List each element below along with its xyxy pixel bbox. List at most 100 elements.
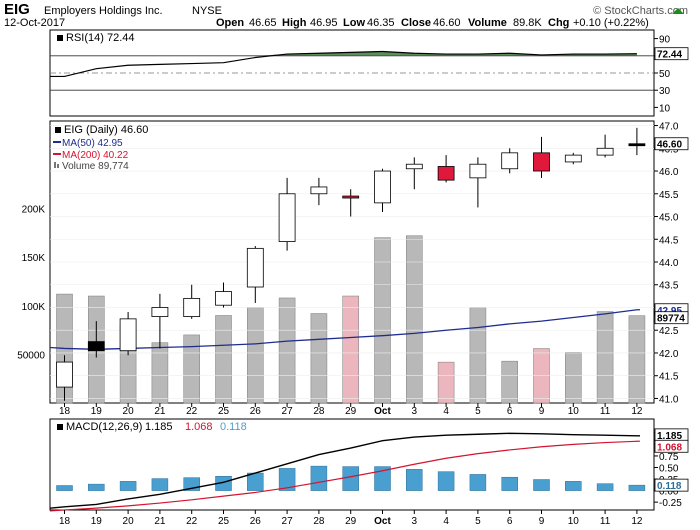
rsi-layer: 907050301072.44 bbox=[50, 35, 689, 114]
volume-bar bbox=[310, 313, 328, 404]
exchange-name: NYSE bbox=[192, 5, 222, 17]
open-label: Open bbox=[216, 17, 244, 29]
candle-body bbox=[596, 147, 614, 156]
volume-label: Volume bbox=[468, 17, 507, 29]
chg-label: Chg bbox=[548, 17, 569, 29]
x-tick-label-bottom: 28 bbox=[313, 516, 325, 527]
price-tick-label: 42.5 bbox=[659, 326, 679, 337]
volume-bar bbox=[501, 360, 519, 404]
macd-histogram-bar bbox=[278, 468, 296, 491]
x-tick-label-top: 12 bbox=[631, 406, 643, 417]
candle-body bbox=[278, 193, 296, 242]
macd-histogram-bar bbox=[533, 479, 550, 491]
x-tick-label-bottom: 21 bbox=[154, 516, 166, 527]
rsi-tick-label: 30 bbox=[659, 86, 671, 97]
price-tick-label: 43.5 bbox=[659, 281, 679, 292]
price-tick-label: 44.5 bbox=[659, 235, 679, 246]
candle-body bbox=[215, 291, 232, 306]
x-tick-label-bottom: 3 bbox=[412, 516, 418, 527]
x-tick-label-top: 3 bbox=[412, 406, 418, 417]
close-value: 46.60 bbox=[433, 17, 461, 29]
rsi-label: RSI(14) 72.44 bbox=[66, 32, 134, 44]
high-label: High bbox=[282, 17, 307, 29]
x-tick-label-top: 25 bbox=[218, 406, 230, 417]
ma200-label: MA(200) 40.22 bbox=[62, 150, 129, 161]
macd-signal-last-value: 1.068 bbox=[657, 442, 682, 453]
candle-body bbox=[342, 195, 360, 199]
price-tick-label: 46.0 bbox=[659, 167, 679, 178]
macd-tick-label: 0.50 bbox=[659, 464, 679, 475]
x-tick-label-top: 22 bbox=[186, 406, 198, 417]
x-tick-label-bottom: 20 bbox=[123, 516, 135, 527]
x-tick-label-bottom: 27 bbox=[282, 516, 294, 527]
macd-tick-label: -0.25 bbox=[659, 498, 682, 509]
volume-legend-swatch bbox=[54, 162, 56, 168]
x-tick-label-top: 9 bbox=[539, 406, 545, 417]
x-tick-label-bottom: 11 bbox=[600, 516, 611, 527]
x-tick-label-top: 26 bbox=[250, 406, 262, 417]
price-tick-label: 44.0 bbox=[659, 258, 679, 269]
rsi-last-value: 72.44 bbox=[657, 50, 682, 61]
x-tick-label-top: 18 bbox=[59, 406, 71, 417]
volume-bar bbox=[564, 352, 582, 404]
price-tick-label: 41.0 bbox=[659, 394, 679, 405]
candle-body bbox=[310, 186, 328, 195]
high-value: 46.95 bbox=[310, 17, 338, 29]
macd-signal-last-value-box bbox=[654, 439, 689, 453]
macd-histogram-bar bbox=[151, 478, 169, 491]
volume-last-value: 89774 bbox=[657, 314, 685, 325]
x-axis-layer: 18 18 19 19 20 20 21 21 22 22 25 25 26 26 27 27 28 28 29 29… bbox=[59, 403, 643, 527]
x-tick-label-bottom: 26 bbox=[250, 516, 262, 527]
volume-tick-label: 50000 bbox=[17, 350, 45, 361]
x-tick-label-bottom: 10 bbox=[568, 516, 580, 527]
candle-body bbox=[183, 297, 201, 317]
volume-tick-label: 100K bbox=[22, 302, 46, 313]
x-tick-label-top: 29 bbox=[345, 406, 357, 417]
candle-body bbox=[501, 152, 519, 170]
macd-histogram-bar bbox=[247, 472, 264, 491]
candle-body bbox=[564, 154, 582, 163]
x-tick-label-bottom: 9 bbox=[539, 516, 545, 527]
rsi-last-value-box bbox=[654, 47, 689, 61]
x-tick-label-top: 27 bbox=[282, 406, 294, 417]
candle-body bbox=[87, 341, 105, 352]
macd-signal-label-value: 1.068 bbox=[185, 421, 213, 433]
volume-bar bbox=[278, 297, 296, 404]
macd-histogram-bar bbox=[88, 483, 105, 491]
x-tick-label-top: 28 bbox=[313, 406, 325, 417]
macd-histogram-bar bbox=[469, 474, 487, 491]
candle-body bbox=[151, 307, 169, 317]
candle-body bbox=[469, 163, 487, 179]
candle-body bbox=[405, 163, 423, 170]
macd-signal-line bbox=[49, 440, 641, 512]
volume-bar bbox=[247, 307, 264, 404]
price-tick-label: 45.0 bbox=[659, 213, 679, 224]
ma50-line bbox=[49, 309, 640, 350]
macd-last-value: 1.185 bbox=[657, 431, 682, 442]
macd-histogram-bar bbox=[119, 481, 137, 491]
macd-histogram-bar bbox=[374, 466, 391, 491]
price-label: EIG (Daily) 46.60 bbox=[64, 124, 148, 136]
macd-label-value: 1.185 bbox=[145, 421, 173, 433]
up-arrow-icon bbox=[672, 8, 684, 14]
macd-tick-label: 0.75 bbox=[659, 452, 679, 463]
volume-label: Volume 89,774 bbox=[62, 161, 129, 172]
rsi-overbought-fill bbox=[64, 51, 637, 56]
macd-histogram-bar bbox=[342, 466, 359, 491]
ticker-symbol: EIG bbox=[4, 1, 30, 18]
price-tick-label: 42.0 bbox=[659, 349, 679, 360]
x-tick-label-bottom: 22 bbox=[186, 516, 198, 527]
macd-line bbox=[49, 432, 640, 509]
rsi-tick-label: 10 bbox=[659, 103, 671, 114]
macd-histogram-bar bbox=[565, 481, 582, 491]
macd-histogram-bar bbox=[406, 469, 423, 491]
quote-summary: Open 46.65 High 46.95 Low 46.35 Close 46… bbox=[216, 17, 649, 29]
x-tick-label-bottom: 6 bbox=[507, 516, 513, 527]
rsi-line bbox=[50, 50, 637, 78]
volume-bar bbox=[342, 295, 360, 404]
macd-histogram-bar bbox=[437, 471, 455, 491]
candle-body bbox=[533, 152, 550, 172]
volume-last-value-box bbox=[654, 311, 689, 325]
